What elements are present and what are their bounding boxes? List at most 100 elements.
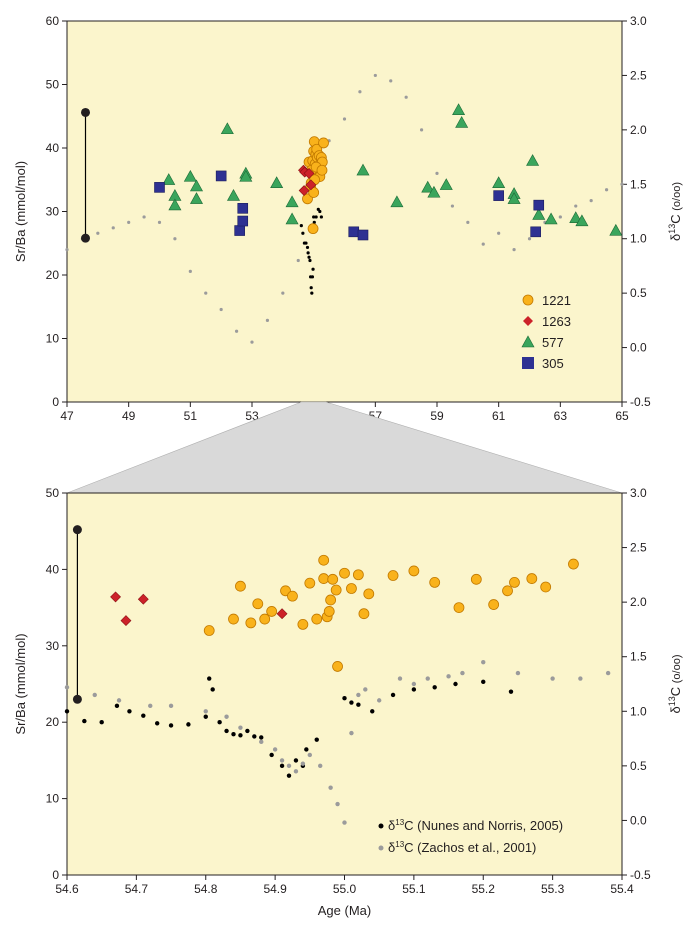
d13c-point: [604, 188, 609, 192]
d13c-point: [272, 747, 278, 752]
d13c-point: [252, 734, 257, 739]
legend-marker-1221: [522, 294, 534, 306]
site-1263-point: [137, 593, 149, 605]
legend-marker-577: [521, 335, 535, 348]
d13c-point: [168, 703, 174, 709]
site-305-point: [237, 215, 249, 227]
site-1221-point: [245, 617, 257, 629]
site-1221-point: [318, 573, 330, 584]
site-1221-point: [252, 598, 264, 610]
legend-label: 305: [542, 356, 564, 371]
d13c-point: [186, 722, 191, 727]
d13c-point: [349, 730, 354, 736]
d13c-point: [342, 117, 347, 121]
site-305-point: [357, 229, 369, 241]
legend-marker-1263: [523, 316, 533, 326]
d13c-point: [203, 709, 208, 714]
site-577-point: [226, 189, 241, 201]
y-left-tick-label: 20: [46, 268, 60, 282]
d13c-point: [142, 215, 146, 219]
d13c-point: [527, 237, 532, 241]
d13c-point: [309, 286, 313, 290]
site-305-point: [154, 182, 165, 193]
d13c-point: [310, 275, 315, 279]
site-1221-point: [297, 619, 309, 630]
d13c-point: [508, 689, 514, 694]
d13c-point: [446, 674, 451, 679]
d13c-point: [127, 709, 132, 714]
y-right-tick-label: 1.0: [630, 232, 647, 246]
x-tick-label: 55.4: [610, 882, 634, 896]
d13c-point: [238, 733, 243, 738]
d13c-point: [356, 702, 361, 707]
d13c-point: [411, 681, 417, 687]
zoom-region: [66, 401, 623, 494]
d13c-point: [318, 763, 323, 769]
site-577-point: [270, 176, 284, 189]
d13c-point: [116, 698, 122, 703]
d13c-point: [148, 703, 153, 709]
d13c-point: [335, 801, 340, 807]
y-right-tick-label: -0.5: [630, 868, 651, 882]
d13c-point: [314, 215, 318, 219]
d13c-point: [376, 698, 382, 703]
site-1221-point: [339, 567, 350, 579]
site-305-point: [533, 199, 545, 211]
y-right-tick-label: 1.0: [630, 704, 647, 718]
d13c-point: [319, 215, 323, 219]
d13c-point: [389, 79, 393, 83]
d13c-point: [311, 267, 315, 271]
site-577-point: [189, 179, 204, 192]
site-1221-point: [316, 164, 328, 176]
site-577-point: [452, 103, 466, 115]
d13c-point: [307, 255, 311, 259]
d13c-point: [127, 220, 131, 224]
x-tick-label: 55.1: [402, 882, 426, 896]
site-305-point: [234, 225, 245, 236]
x-tick-label: 54.9: [263, 882, 287, 896]
site-1221-point: [307, 223, 319, 235]
d13c-point: [299, 224, 303, 228]
x-tick-label: 55.0: [333, 882, 357, 896]
d13c-point: [286, 773, 292, 778]
legend-label: 577: [542, 335, 564, 350]
d13c-point: [460, 670, 465, 676]
y-right-tick-label: 2.5: [630, 68, 647, 82]
d13c-point: [269, 752, 274, 758]
d13c-point: [342, 695, 347, 701]
d13c-point: [305, 245, 310, 250]
site-1221-point: [325, 594, 337, 606]
d13c-point: [92, 692, 97, 698]
site-305-point: [215, 170, 227, 182]
site-577-point: [575, 214, 589, 227]
site-577-point: [544, 212, 558, 225]
d13c-point: [515, 670, 521, 676]
site-1221-point: [332, 661, 343, 672]
x-tick-label: 51: [184, 409, 198, 423]
d13c-point: [308, 258, 312, 263]
site-577-point: [427, 185, 441, 198]
d13c-point: [217, 720, 222, 725]
d13c-point: [432, 685, 437, 690]
legend-marker-305: [522, 357, 534, 369]
site-577-point: [492, 176, 506, 189]
d13c-point: [154, 721, 160, 726]
d13c-point: [207, 676, 212, 681]
d13c-point: [314, 737, 319, 742]
d13c-point: [245, 728, 250, 734]
site-1221-point: [358, 608, 370, 620]
d13c-point: [265, 318, 270, 322]
site-1221-point: [526, 573, 538, 584]
site-577-point: [569, 211, 583, 223]
legend-nunes-label: δ13C (Nunes and Norris, 2005): [388, 818, 563, 833]
d13c-point: [111, 226, 115, 230]
bottom-chart: 54.6 54.7 54.8 54.9 55.0 55.1 55.2 55.3 55.4 0 10 2…: [13, 486, 683, 918]
d13c-point: [203, 714, 208, 719]
d13c-point: [328, 785, 333, 790]
y-left-tick-label: 0: [52, 868, 59, 882]
y-left-tick-label: 60: [46, 14, 60, 28]
y-right-tick-label: 0.0: [630, 813, 647, 827]
d13c-point: [497, 231, 501, 235]
x-tick-label: 65: [615, 409, 629, 423]
d13c-point: [64, 709, 70, 714]
